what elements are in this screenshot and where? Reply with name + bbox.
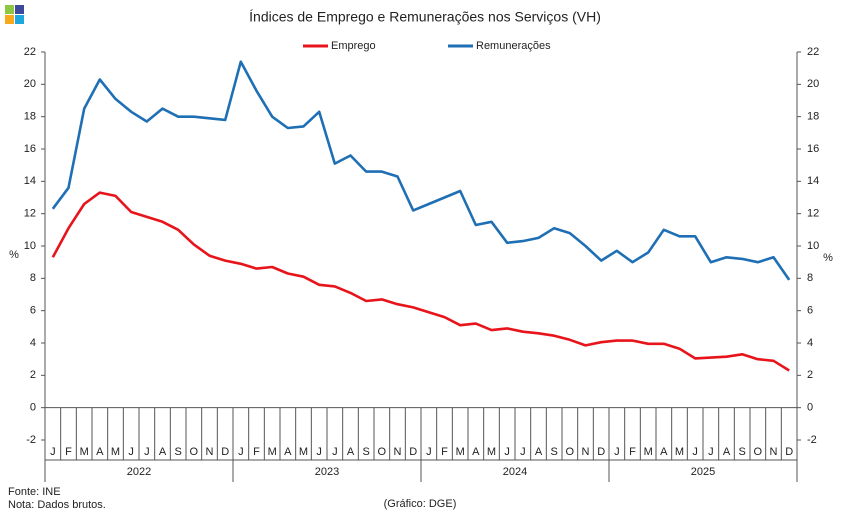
year-label: 2025 [691, 466, 715, 478]
x-tick-label: F [629, 446, 636, 458]
y2-tick-label: 20 [807, 78, 819, 90]
x-tick-label: A [723, 446, 731, 458]
x-tick-label: A [347, 446, 355, 458]
y2-tick-label: 6 [807, 305, 813, 317]
x-tick-label: N [582, 446, 590, 458]
y2-tick-label: 12 [807, 208, 819, 220]
y-tick-label: 14 [24, 175, 36, 187]
x-tick-label: A [660, 446, 668, 458]
x-tick-label: F [253, 446, 260, 458]
y2-tick-label: 0 [807, 402, 813, 414]
x-tick-label: O [566, 446, 575, 458]
y2-tick-label: 22 [807, 46, 819, 58]
x-tick-label: D [597, 446, 605, 458]
x-tick-label: N [394, 446, 402, 458]
x-tick-label: S [362, 446, 369, 458]
y2-tick-label: -2 [807, 434, 817, 446]
legend-label: Remunerações [476, 40, 551, 52]
x-tick-label: J [50, 446, 56, 458]
y2-tick-label: 10 [807, 240, 819, 252]
y2-tick-label: 8 [807, 272, 813, 284]
y-tick-label: 2 [30, 369, 36, 381]
source: Fonte: INE [8, 486, 61, 498]
line-series [51, 191, 790, 372]
y-tick-label: 20 [24, 78, 36, 90]
x-tick-label: D [221, 446, 229, 458]
x-tick-label: J [128, 446, 134, 458]
x-tick-label: M [644, 446, 653, 458]
year-label: 2024 [503, 466, 527, 478]
line-series [51, 60, 791, 281]
x-tick-label: J [316, 446, 322, 458]
y-tick-label: 6 [30, 305, 36, 317]
x-tick-label: M [675, 446, 684, 458]
logo [5, 5, 24, 24]
x-tick-label: J [708, 446, 714, 458]
y2-axis-label: % [823, 252, 833, 264]
x-tick-label: J [614, 446, 620, 458]
y-tick-label: 12 [24, 208, 36, 220]
x-tick-label: M [111, 446, 120, 458]
x-tick-label: F [441, 446, 448, 458]
y-tick-label: 22 [24, 46, 36, 58]
x-tick-label: A [535, 446, 543, 458]
y2-tick-label: 2 [807, 369, 813, 381]
x-tick-label: M [268, 446, 277, 458]
x-tick-label: O [190, 446, 199, 458]
x-tick-label: J [692, 446, 698, 458]
x-tick-label: S [550, 446, 557, 458]
y-tick-label: 18 [24, 111, 36, 123]
x-tick-label: J [504, 446, 510, 458]
x-tick-label: A [472, 446, 480, 458]
x-tick-label: M [487, 446, 496, 458]
note: Nota: Dados brutos. [8, 499, 106, 511]
x-tick-label: A [96, 446, 104, 458]
y2-tick-label: 18 [807, 111, 819, 123]
x-tick-label: J [238, 446, 244, 458]
x-tick-label: J [332, 446, 338, 458]
x-tick-label: N [770, 446, 778, 458]
x-tick-label: M [80, 446, 89, 458]
x-tick-label: M [299, 446, 308, 458]
x-tick-label: N [206, 446, 214, 458]
year-label: 2023 [315, 466, 339, 478]
x-tick-label: J [426, 446, 432, 458]
y-tick-label: 0 [30, 402, 36, 414]
credit: (Gráfico: DGE) [384, 498, 457, 510]
x-tick-label: A [284, 446, 292, 458]
y-axis-label: % [9, 249, 19, 261]
x-tick-label: M [456, 446, 465, 458]
year-label: 2022 [127, 466, 151, 478]
y2-tick-label: 4 [807, 337, 813, 349]
x-tick-label: D [785, 446, 793, 458]
x-tick-label: O [754, 446, 763, 458]
x-tick-label: O [378, 446, 387, 458]
y-tick-label: 8 [30, 272, 36, 284]
y-tick-label: 10 [24, 240, 36, 252]
chart-title: Índices de Emprego e Remunerações nos Se… [249, 9, 601, 25]
x-tick-label: A [159, 446, 167, 458]
y-tick-label: -2 [26, 434, 36, 446]
y-tick-label: 4 [30, 337, 36, 349]
x-tick-label: S [174, 446, 181, 458]
y2-tick-label: 14 [807, 175, 819, 187]
y2-tick-label: 16 [807, 143, 819, 155]
x-tick-label: S [738, 446, 745, 458]
x-tick-label: J [520, 446, 526, 458]
x-tick-label: J [144, 446, 150, 458]
x-tick-label: D [409, 446, 417, 458]
legend-label: Emprego [331, 40, 376, 52]
y-tick-label: 16 [24, 143, 36, 155]
x-tick-label: F [65, 446, 72, 458]
